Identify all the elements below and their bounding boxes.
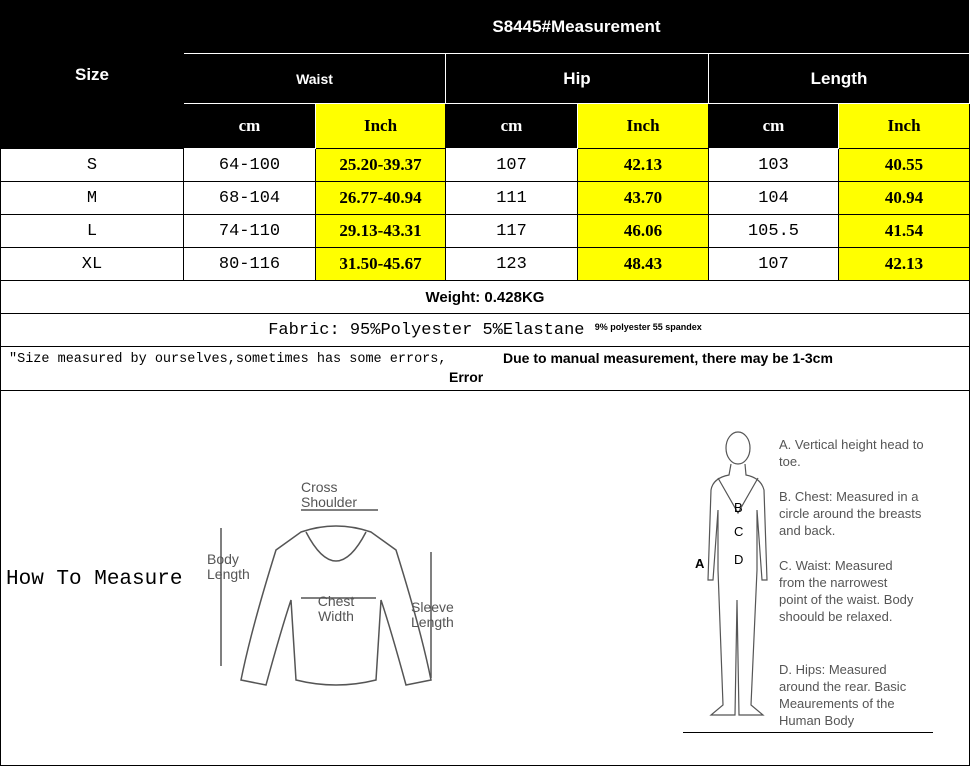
desc-d: D. Hips: Measured around the rear. Basic… xyxy=(779,662,907,728)
length-cm: 104 xyxy=(708,181,839,215)
length-cm: 103 xyxy=(708,148,839,182)
unit-cm: cm xyxy=(445,103,578,149)
hip-cm: 117 xyxy=(445,214,578,248)
hip-inch: 42.13 xyxy=(577,148,709,182)
size-cell: XL xyxy=(0,247,184,281)
hip-cm: 111 xyxy=(445,181,578,215)
hip-inch: 48.43 xyxy=(577,247,709,281)
hip-cm: 123 xyxy=(445,247,578,281)
fabric-overlay: 9% polyester 55 spandex xyxy=(594,321,702,332)
size-cell: L xyxy=(0,214,184,248)
length-inch: 42.13 xyxy=(838,247,970,281)
body-letter-b: B xyxy=(734,500,743,515)
error-note-3: Error xyxy=(449,369,484,385)
how-to-measure-label: How To Measure xyxy=(6,568,183,591)
hip-inch: 43.70 xyxy=(577,181,709,215)
error-row: "Size measured by ourselves,sometimes ha… xyxy=(0,346,970,391)
chest-width-label: Chest Width xyxy=(317,593,355,624)
unit-inch: Inch xyxy=(577,103,709,149)
length-inch: 41.54 xyxy=(838,214,970,248)
size-chart-table: Size S8445#Measurement Waist Hip Length … xyxy=(0,0,970,391)
hip-inch: 46.06 xyxy=(577,214,709,248)
divider-line xyxy=(683,732,933,733)
group-waist: Waist xyxy=(183,53,446,104)
weight-row: Weight: 0.428KG xyxy=(0,280,970,314)
table-row: L 74-110 29.13-43.31 117 46.06 105.5 41.… xyxy=(0,214,970,248)
table-row: XL 80-116 31.50-45.67 123 48.43 107 42.1… xyxy=(0,247,970,281)
desc-a: A. Vertical height head to toe. xyxy=(779,437,924,469)
group-hip: Hip xyxy=(445,53,709,104)
size-header: Size xyxy=(0,0,184,149)
length-cm: 107 xyxy=(708,247,839,281)
waist-inch: 29.13-43.31 xyxy=(315,214,446,248)
error-note: "Size measured by ourselves,sometimes ha… xyxy=(9,352,447,367)
body-letter-d: D xyxy=(734,552,744,567)
garment-diagram xyxy=(220,509,432,686)
waist-cm: 74-110 xyxy=(183,214,316,248)
cross-shoulder-label: Cross Shoulder xyxy=(301,479,358,510)
length-inch: 40.94 xyxy=(838,181,970,215)
unit-cm: cm xyxy=(183,103,316,149)
length-cm: 105.5 xyxy=(708,214,839,248)
desc-c: C. Waist: Measured from the narrowest po… xyxy=(779,558,914,624)
size-cell: M xyxy=(0,181,184,215)
group-length: Length xyxy=(708,53,970,104)
waist-inch: 26.77-40.94 xyxy=(315,181,446,215)
hip-cm: 107 xyxy=(445,148,578,182)
waist-inch: 31.50-45.67 xyxy=(315,247,446,281)
waist-cm: 68-104 xyxy=(183,181,316,215)
unit-cm: cm xyxy=(708,103,839,149)
table-row: S 64-100 25.20-39.37 107 42.13 103 40.55 xyxy=(0,148,970,182)
how-to-measure-section: How To Measure Cross Shoulder Body Lengt… xyxy=(0,390,970,766)
unit-inch: Inch xyxy=(838,103,970,149)
sleeve-length-label: Sleeve Length xyxy=(411,599,454,630)
unit-inch: Inch xyxy=(315,103,446,149)
waist-cm: 80-116 xyxy=(183,247,316,281)
body-letter-a: A xyxy=(695,556,705,571)
fabric-text: Fabric: 95%Polyester 5%Elastane xyxy=(268,320,585,340)
size-cell: S xyxy=(0,148,184,182)
desc-b: B. Chest: Measured in a circle around th… xyxy=(779,489,922,538)
table-row: M 68-104 26.77-40.94 111 43.70 104 40.94 xyxy=(0,181,970,215)
fabric-row: Fabric: 95%Polyester 5%Elastane 9% polye… xyxy=(0,313,970,347)
body-letter-c: C xyxy=(734,524,744,539)
waist-cm: 64-100 xyxy=(183,148,316,182)
waist-inch: 25.20-39.37 xyxy=(315,148,446,182)
length-inch: 40.55 xyxy=(838,148,970,182)
body-diagram xyxy=(707,431,768,716)
chart-title: S8445#Measurement xyxy=(183,0,970,54)
body-length-label: Body Length xyxy=(207,551,250,582)
error-note-2: Due to manual measurement, there may be … xyxy=(503,350,833,366)
